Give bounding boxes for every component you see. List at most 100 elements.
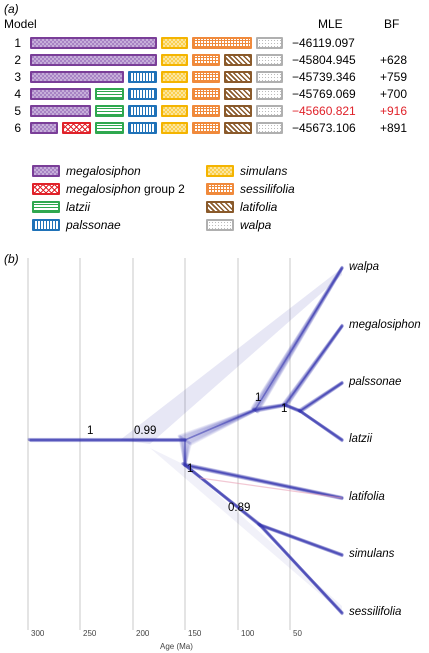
tree-branch bbox=[284, 404, 301, 412]
model-segment-walpa bbox=[256, 71, 283, 83]
tree-branch-sample bbox=[178, 407, 257, 439]
model-segment-latzii bbox=[95, 105, 124, 117]
model-segment-sessilifolia bbox=[192, 71, 220, 83]
model-segment-latifolia bbox=[224, 105, 252, 117]
tree-branch bbox=[184, 464, 343, 499]
tip-label: latzii bbox=[349, 433, 373, 445]
tree-branch-sample bbox=[183, 442, 192, 468]
model-segment-latzii bbox=[95, 122, 124, 134]
tree-branch-sample bbox=[179, 407, 257, 439]
tree-branch-sample bbox=[178, 434, 187, 466]
tree-branch-sample bbox=[251, 402, 287, 411]
legend-label-latzii: latzii bbox=[66, 200, 90, 214]
model-row-number: 2 bbox=[14, 53, 21, 67]
legend-label-megalosiphon: megalosiphon bbox=[66, 164, 141, 178]
legend-suffix: group 2 bbox=[140, 182, 185, 196]
age-tick-label: 50 bbox=[293, 629, 302, 638]
tree-alt-topology bbox=[199, 477, 343, 499]
model-segment-walpa bbox=[256, 37, 283, 49]
tree-branch bbox=[299, 382, 343, 412]
model-mle-value: −45660.821 bbox=[292, 104, 356, 118]
model-segment-walpa bbox=[256, 122, 283, 134]
legend-species-name: walpa bbox=[240, 218, 272, 232]
model-segment-simulans bbox=[161, 71, 188, 83]
legend-label-simulans: simulans bbox=[240, 164, 287, 178]
model-bf-value: +628 bbox=[380, 53, 408, 67]
tree-branch bbox=[254, 404, 286, 411]
model-segment-sessilifolia bbox=[192, 54, 220, 66]
model-row-number: 6 bbox=[14, 121, 21, 135]
legend-species-name: palssonae bbox=[66, 218, 121, 232]
model-segment-megalosiphon bbox=[30, 88, 91, 100]
legend-species-name: latzii bbox=[66, 200, 91, 214]
model-bf-value: +759 bbox=[380, 70, 408, 84]
model-segment-sessilifolia bbox=[192, 88, 220, 100]
model-bf-value: +891 bbox=[380, 121, 408, 135]
node-support-value: 1 bbox=[281, 403, 288, 415]
tree-branch-sample bbox=[187, 409, 257, 445]
model-segment-sessilifolia bbox=[192, 37, 252, 49]
model-segment-latifolia bbox=[224, 122, 252, 134]
legend-swatch-simulans bbox=[206, 165, 234, 177]
legend-swatch-megalosiphon2 bbox=[32, 183, 60, 195]
model-header: Model bbox=[4, 17, 37, 31]
model-segment-latifolia bbox=[224, 71, 252, 83]
model-segment-megalosiphon bbox=[30, 37, 157, 49]
panel-a-label: (a) bbox=[4, 2, 19, 16]
legend-swatch-latzii bbox=[32, 201, 60, 213]
node-support-value: 1 bbox=[255, 392, 262, 404]
mle-header: MLE bbox=[318, 17, 343, 31]
legend-species-name: megalosiphon bbox=[66, 164, 141, 178]
model-segment-megalosiphon bbox=[30, 71, 124, 83]
tree-branch-sample bbox=[250, 265, 344, 410]
tree-branch-sample bbox=[189, 409, 257, 446]
legend-species-name: sessilifolia bbox=[240, 182, 295, 196]
legend-swatch-walpa bbox=[206, 219, 234, 231]
model-segment-simulans bbox=[161, 54, 188, 66]
tree-uncertainty-cloud bbox=[150, 448, 342, 613]
tip-label: palssonae bbox=[349, 376, 402, 388]
legend-label-latifolia: latifolia bbox=[240, 200, 277, 214]
legend-swatch-latifolia bbox=[206, 201, 234, 213]
model-row-number: 4 bbox=[14, 87, 21, 101]
tree-branch-sample bbox=[188, 409, 257, 445]
legend-swatch-megalosiphon bbox=[32, 165, 60, 177]
model-segment-palssonae bbox=[128, 71, 157, 83]
age-tick-label: 150 bbox=[188, 629, 202, 638]
model-mle-value: −45673.106 bbox=[292, 121, 356, 135]
tree-branch bbox=[184, 464, 261, 526]
age-tick-label: 200 bbox=[136, 629, 150, 638]
model-segment-walpa bbox=[256, 54, 283, 66]
model-bf-value: +916 bbox=[380, 104, 408, 118]
tree-branch-sample bbox=[186, 408, 257, 444]
tree-branch bbox=[259, 524, 343, 614]
tree-branch bbox=[284, 325, 343, 406]
tree-branch bbox=[259, 524, 343, 556]
legend-species-name: megalosiphon bbox=[66, 182, 141, 196]
model-segment-walpa bbox=[256, 88, 283, 100]
legend-label-megalosiphon2: megalosiphon group 2 bbox=[66, 182, 185, 196]
model-bf-value: +700 bbox=[380, 87, 408, 101]
legend-label-sessilifolia: sessilifolia bbox=[240, 182, 295, 196]
tree-branch-sample bbox=[177, 407, 257, 438]
age-axis-title: Age (Ma) bbox=[160, 642, 193, 651]
model-segment-palssonae bbox=[128, 105, 157, 117]
age-tick-label: 250 bbox=[83, 629, 97, 638]
tree-branch bbox=[184, 409, 256, 441]
legend-swatch-palssonae bbox=[32, 219, 60, 231]
node-support-value: 0.89 bbox=[228, 502, 251, 514]
model-segment-palssonae bbox=[128, 88, 157, 100]
model-segment-megalosiphon2 bbox=[62, 122, 91, 134]
tree-branch bbox=[254, 267, 343, 411]
tree-branch bbox=[299, 410, 343, 441]
model-segment-simulans bbox=[161, 105, 188, 117]
model-row-number: 1 bbox=[14, 36, 21, 50]
legend-species-name: latifolia bbox=[240, 200, 278, 214]
model-row-number: 3 bbox=[14, 70, 21, 84]
model-mle-value: −46119.097 bbox=[292, 36, 355, 50]
age-tick-label: 100 bbox=[241, 629, 255, 638]
panel-b-label: (b) bbox=[4, 252, 19, 266]
tree-branch-sample bbox=[256, 267, 344, 414]
model-segment-walpa bbox=[256, 105, 283, 117]
